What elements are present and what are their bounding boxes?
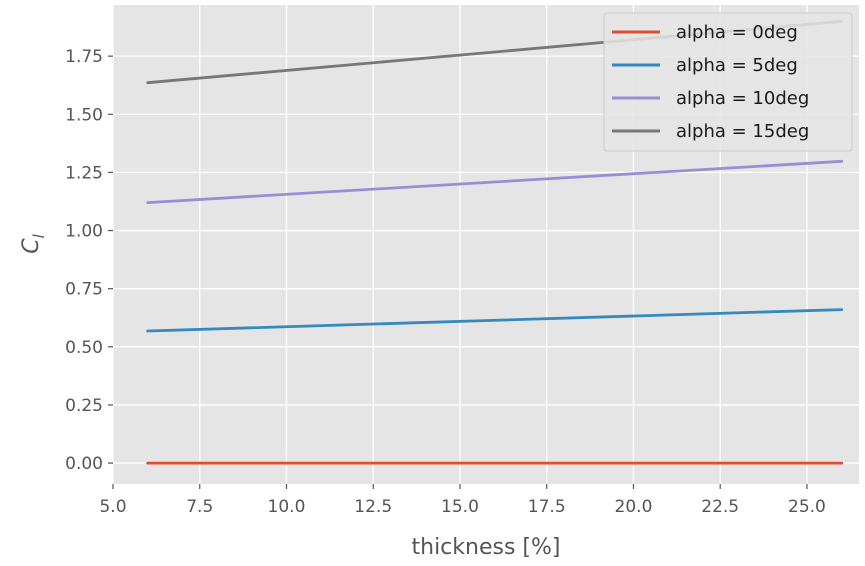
series-line-alpha-10deg [146, 159, 844, 205]
x-tick-label: 17.5 [528, 497, 566, 517]
x-tick-label: 15.0 [441, 497, 479, 517]
x-tick-label: 22.5 [701, 497, 739, 517]
y-tick-label: 1.00 [65, 222, 103, 242]
legend: alpha = 0deg alpha = 5deg alpha = 10deg alp… [603, 12, 853, 152]
x-tick-labels: 5.0 7.5 10.0 12.5 15.0 17.5 20.0 22.5 25.0 [99, 484, 826, 517]
x-tick-label: 5.0 [99, 497, 126, 517]
y-tick-labels: 0.00 0.25 0.50 0.75 1.00 1.25 1.50 1.75 [65, 47, 113, 474]
y-tick-label: 0.75 [65, 280, 103, 300]
x-tick-label: 12.5 [354, 497, 392, 517]
y-tick-label: 1.75 [65, 47, 103, 67]
y-axis-label: Cl [19, 233, 48, 253]
x-tick-label: 10.0 [268, 497, 306, 517]
x-axis-label: thickness [%] [412, 535, 561, 560]
legend-label-alpha-0deg: alpha = 0deg [676, 22, 798, 43]
legend-box [603, 12, 853, 152]
y-tick-label: 1.50 [65, 105, 103, 125]
y-tick-label: 1.25 [65, 163, 103, 183]
legend-label-alpha-5deg: alpha = 5deg [676, 55, 798, 76]
y-axis-label-subscript: l [30, 233, 48, 238]
legend-items: alpha = 0deg alpha = 5deg alpha = 10deg alp… [612, 22, 809, 142]
y-tick-label: 0.50 [65, 338, 103, 358]
x-tick-label: 7.5 [186, 497, 213, 517]
y-tick-label: 0.00 [65, 454, 103, 474]
x-tick-label: 20.0 [615, 497, 653, 517]
series-line-alpha-5deg [146, 308, 844, 333]
y-tick-label: 0.25 [65, 396, 103, 416]
y-axis-label-main: C [19, 238, 44, 254]
legend-label-alpha-15deg: alpha = 15deg [676, 121, 809, 142]
legend-label-alpha-10deg: alpha = 10deg [676, 88, 809, 109]
x-tick-label: 25.0 [788, 497, 826, 517]
